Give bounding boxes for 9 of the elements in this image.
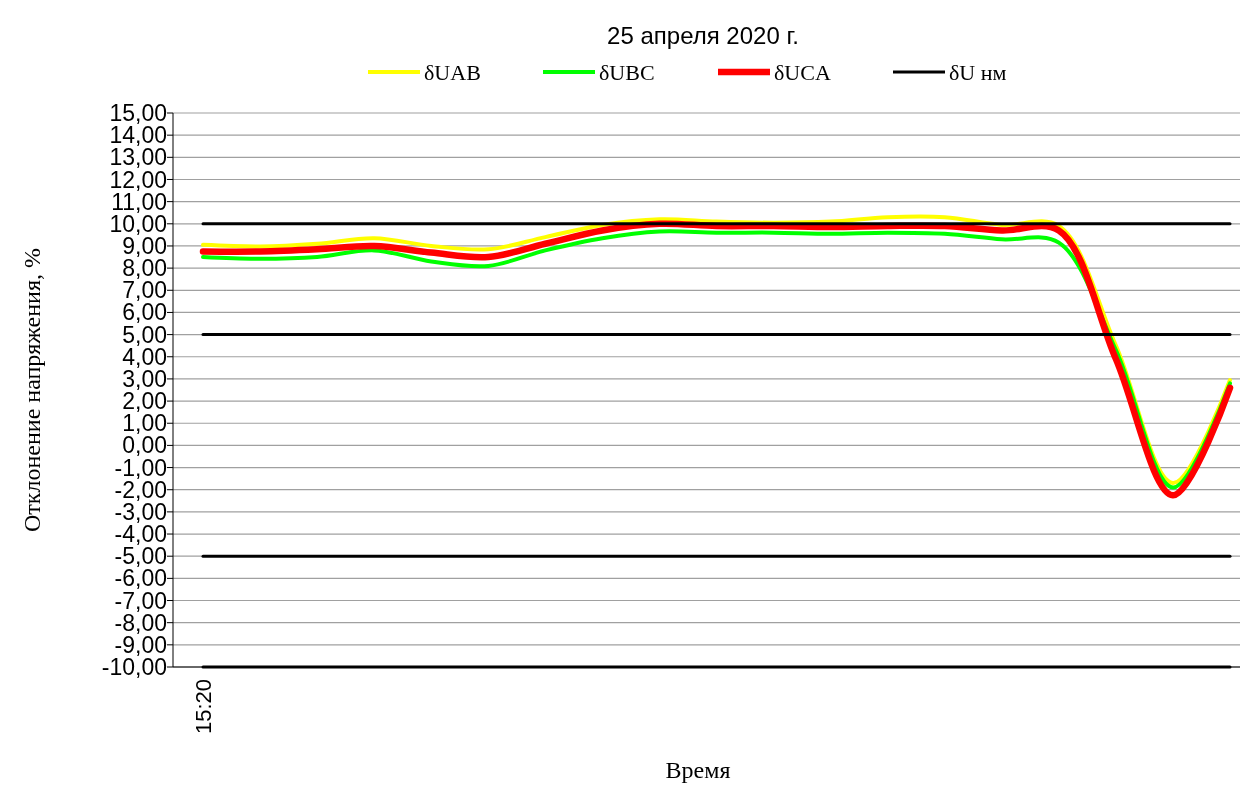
legend-label: δUBC <box>599 60 655 85</box>
x-axis-title: Время <box>665 757 731 783</box>
chart-title: 25 апреля 2020 г. <box>607 22 799 49</box>
legend-label: δUCA <box>774 60 831 85</box>
y-tick-label: 15,00 <box>109 100 167 127</box>
y-axis-title: Отклонение напряжения, % <box>19 248 45 532</box>
legend-label: δU нм <box>949 60 1007 85</box>
legend-label: δUAB <box>424 60 481 85</box>
x-tick-label: 15:20 <box>191 679 216 735</box>
